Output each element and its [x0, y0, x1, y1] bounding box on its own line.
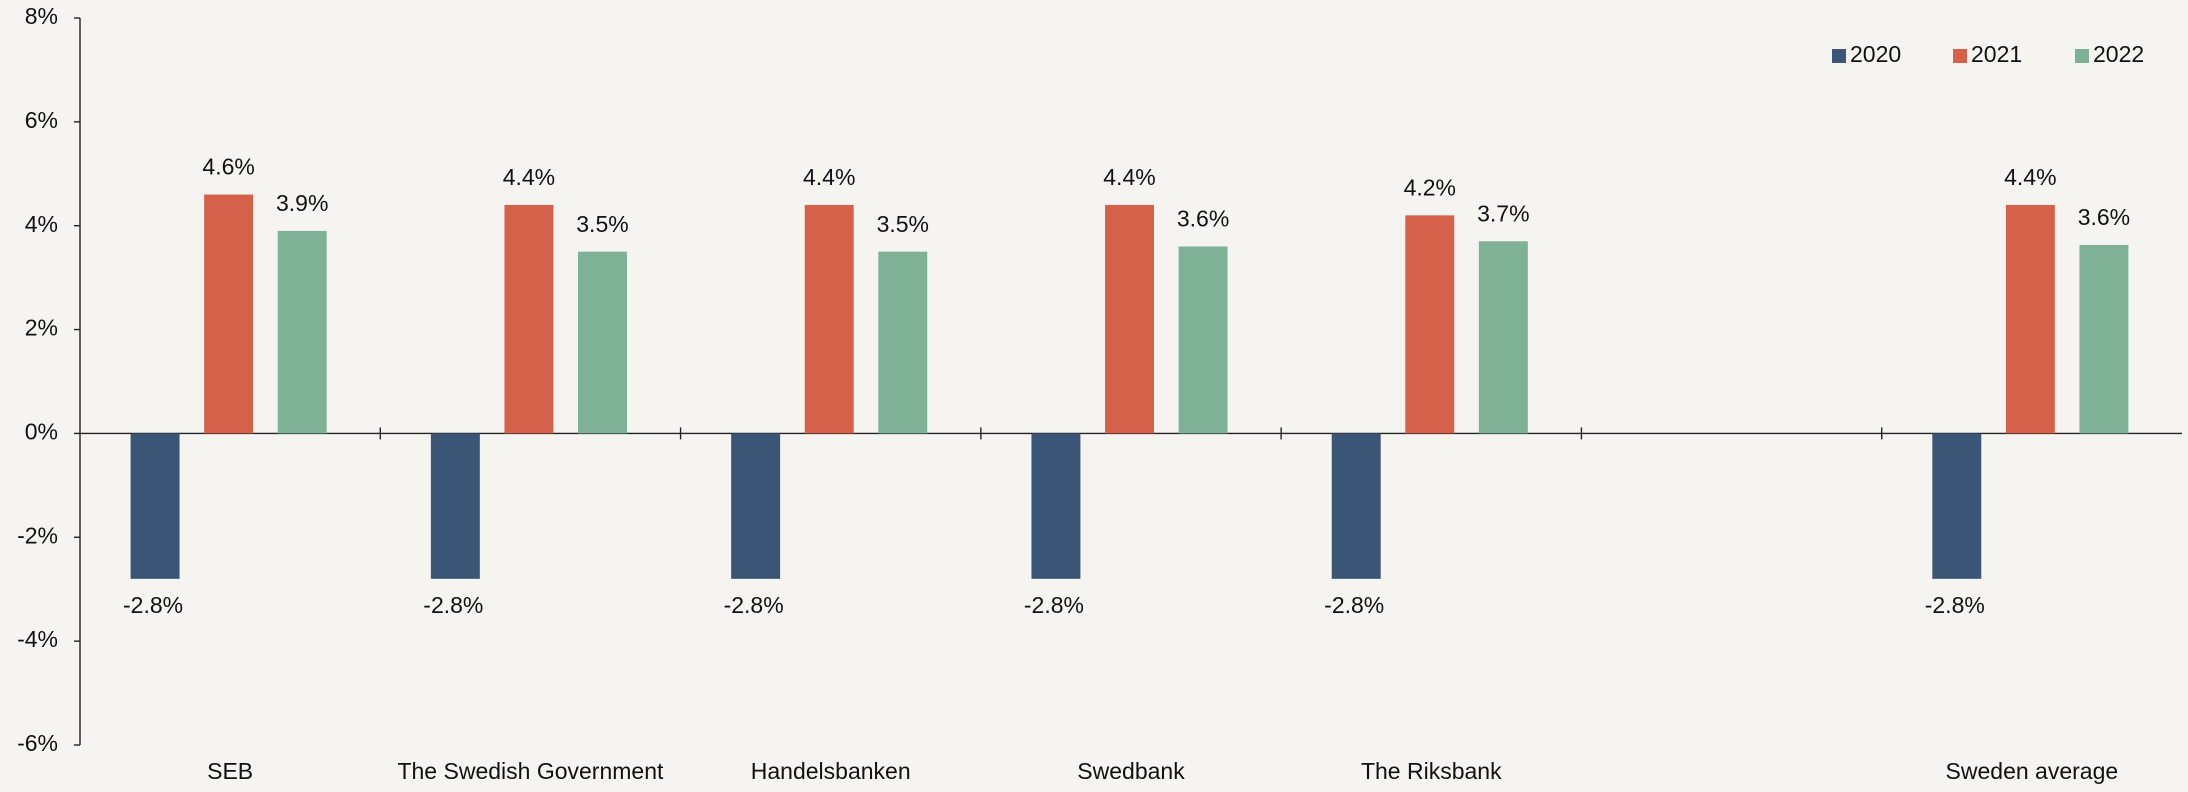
value-label: 4.4% [2004, 164, 2056, 190]
legend-swatch [1832, 49, 1846, 63]
value-label: -2.8% [1925, 592, 1985, 618]
value-label: -2.8% [1324, 592, 1384, 618]
value-label: 3.9% [276, 190, 328, 216]
value-label: -2.8% [1024, 592, 1084, 618]
bar [1478, 241, 1528, 434]
value-label: 4.2% [1404, 174, 1456, 200]
bar [277, 230, 327, 434]
bar [1031, 433, 1081, 579]
bar [1405, 215, 1455, 434]
value-label: -2.8% [724, 592, 784, 618]
bar [504, 204, 554, 434]
bar [1178, 246, 1228, 434]
y-tick-label: -6% [17, 730, 58, 756]
legend-swatch [1953, 49, 1967, 63]
x-tick-label: Handelsbanken [751, 758, 911, 784]
x-tick-label: Swedbank [1077, 758, 1185, 784]
value-label: 4.4% [503, 164, 555, 190]
value-label: 4.4% [803, 164, 855, 190]
legend-swatch [2075, 49, 2089, 63]
value-label: 3.6% [1177, 206, 1229, 232]
x-tick-label: Sweden average [1946, 758, 2119, 784]
y-tick-label: 2% [25, 315, 58, 341]
bar [878, 251, 928, 434]
bar [1932, 433, 1982, 579]
x-tick-label: The Swedish Government [397, 758, 664, 784]
y-tick-label: 8% [25, 3, 58, 29]
x-tick-label: SEB [207, 758, 253, 784]
bar [130, 433, 180, 579]
y-tick-label: -4% [17, 626, 58, 652]
value-label: 4.4% [1103, 164, 1155, 190]
bar [804, 204, 854, 434]
bar [1105, 204, 1154, 434]
legend-label: 2021 [1971, 41, 2022, 67]
x-tick-label: The Riksbank [1361, 758, 1502, 784]
legend-label: 2020 [1850, 41, 1901, 67]
bar [1331, 433, 1381, 579]
y-tick-label: 6% [25, 107, 58, 133]
bar [430, 433, 480, 579]
bar [204, 194, 254, 434]
value-label: -2.8% [423, 592, 483, 618]
bar [2005, 204, 2055, 434]
value-label: 4.6% [202, 154, 254, 180]
bar [731, 433, 781, 579]
value-label: 3.5% [877, 211, 929, 237]
bar [2079, 244, 2129, 434]
value-label: -2.8% [123, 592, 183, 618]
legend-label: 2022 [2093, 41, 2144, 67]
y-tick-label: -2% [17, 522, 58, 548]
value-label: 3.5% [576, 211, 628, 237]
y-tick-label: 0% [25, 419, 58, 445]
y-tick-label: 4% [25, 211, 58, 237]
bar [578, 251, 627, 434]
value-label: 3.7% [1477, 200, 1529, 226]
value-label: 3.6% [2078, 204, 2130, 230]
